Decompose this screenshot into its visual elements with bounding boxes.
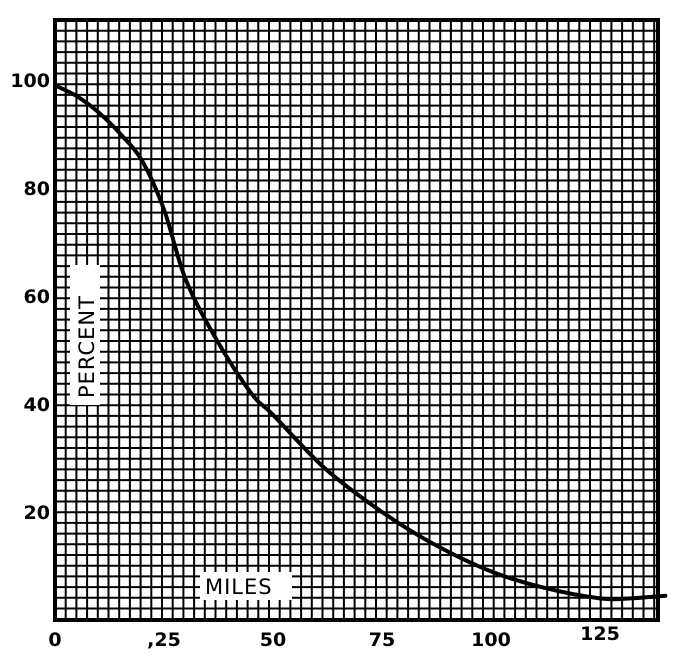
x-axis-label: MILES — [205, 575, 273, 599]
x-tick-label: 75 — [369, 629, 395, 651]
y-tick-label: 20 — [24, 502, 50, 524]
y-tick-label: 60 — [24, 286, 50, 308]
y-tick-label: 80 — [24, 178, 50, 200]
grid-lines — [54, 19, 658, 621]
x-axis-ticks: 0 ,25 50 75 100 125 — [48, 623, 619, 651]
y-tick-label: 100 — [10, 70, 50, 92]
x-tick-label: 100 — [471, 629, 511, 651]
x-tick-label: 0 — [48, 629, 61, 651]
x-axis-label-box: MILES — [200, 572, 292, 600]
x-tick-label: 50 — [260, 629, 286, 651]
plot-frame — [53, 18, 660, 622]
x-tick-label: 125 — [580, 623, 620, 645]
y-axis-ticks: 20 40 60 80 100 — [10, 70, 50, 524]
data-curve — [53, 83, 668, 602]
y-axis-label-box: PERCENT — [70, 265, 100, 405]
y-axis-label: PERCENT — [75, 295, 99, 398]
x-tick-label: ,25 — [147, 629, 181, 651]
y-tick-label: 40 — [24, 394, 50, 416]
